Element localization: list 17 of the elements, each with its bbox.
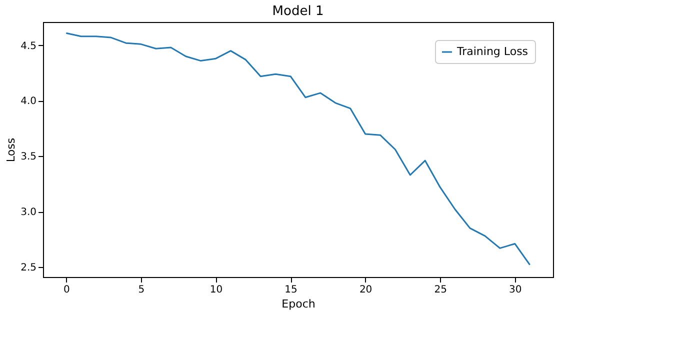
y-tick-label: 4.5 [20, 40, 36, 52]
y-tick-label: 3.0 [20, 207, 36, 218]
line-series [65, 32, 531, 266]
chart-title: Model 1 [272, 4, 324, 19]
x-tick-label: 0 [63, 284, 70, 296]
x-tick-label: 5 [138, 284, 145, 296]
x-tick-label: 25 [434, 284, 447, 296]
y-tick-label: 4.0 [20, 96, 36, 108]
y-axis-title: Loss [4, 138, 18, 162]
x-tick-label: 15 [284, 284, 298, 296]
legend-label: Training Loss [456, 45, 528, 58]
x-tick-label: 30 [508, 284, 522, 296]
y-tick-label: 2.5 [20, 262, 36, 274]
y-tick-label: 3.5 [20, 152, 36, 163]
x-tick-label: 10 [210, 284, 223, 296]
x-axis-title: Epoch [282, 298, 316, 310]
x-tick-label: 20 [359, 284, 372, 296]
